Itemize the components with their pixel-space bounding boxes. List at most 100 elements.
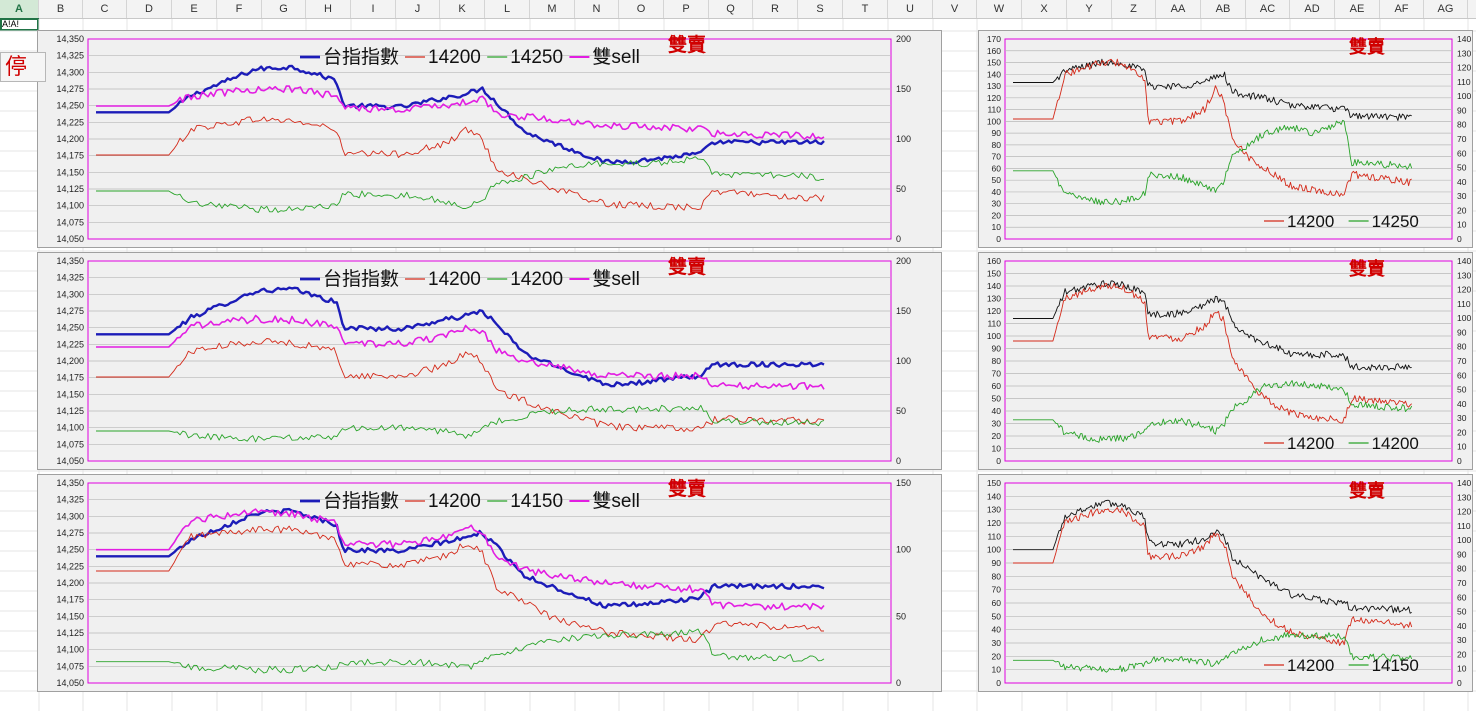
y-left-tick-label: 150 bbox=[987, 58, 1001, 68]
legend-label: 14200 bbox=[1287, 434, 1334, 453]
chart-panel-5[interactable]: 160 150 140 130 120 110 100 90 80 70 60 50 40 30 20 10 0… bbox=[978, 252, 1473, 470]
y-left-tick-label: 140 bbox=[987, 281, 1001, 291]
legend-label: 14250 bbox=[510, 47, 563, 68]
column-header-n[interactable]: N bbox=[575, 0, 619, 18]
column-header-o[interactable]: O bbox=[619, 0, 664, 18]
column-header-b[interactable]: B bbox=[39, 0, 83, 18]
column-header-z[interactable]: Z bbox=[1112, 0, 1156, 18]
chart-panel-2[interactable]: 14,350 14,325 14,300 14,275 14,250 14,225 14,2… bbox=[37, 252, 942, 470]
y-right-tick-label: 130 bbox=[1457, 48, 1471, 58]
y-left-tick-label: 160 bbox=[987, 46, 1001, 56]
y-left-tick-label: 20 bbox=[992, 210, 1002, 220]
y-left-tick-label: 14,075 bbox=[56, 439, 84, 449]
y-right-tick-label: 50 bbox=[1457, 385, 1467, 395]
column-header-x[interactable]: X bbox=[1022, 0, 1067, 18]
column-header-k[interactable]: K bbox=[440, 0, 485, 18]
column-header-h[interactable]: H bbox=[306, 0, 351, 18]
y-left-tick-label: 120 bbox=[987, 518, 1001, 528]
column-header-y[interactable]: Y bbox=[1067, 0, 1112, 18]
series-line-3 bbox=[1013, 380, 1413, 443]
chart-panel-4[interactable]: 170 160 150 140 130 120 110 100 90 80 70 60 50 40 30 20… bbox=[978, 30, 1473, 248]
column-header-aa[interactable]: AA bbox=[1156, 0, 1201, 18]
column-header-t[interactable]: T bbox=[843, 0, 888, 18]
chart-panel-6[interactable]: 150 140 130 120 110 100 90 80 70 60 50 40 30 20 10 0 140… bbox=[978, 474, 1473, 692]
column-header-j[interactable]: J bbox=[396, 0, 440, 18]
y-left-tick-label: 50 bbox=[992, 611, 1002, 621]
y-left-tick-label: 120 bbox=[987, 306, 1001, 316]
y-left-tick-label: 14,325 bbox=[56, 495, 84, 505]
series-line-1 bbox=[1013, 58, 1412, 121]
column-header-a[interactable]: A bbox=[0, 0, 39, 18]
y-right-tick-label: 80 bbox=[1457, 342, 1467, 352]
y-right-tick-label: 140 bbox=[1457, 478, 1471, 488]
y-right-tick-label: 10 bbox=[1457, 442, 1467, 452]
y-right-tick-label: 70 bbox=[1457, 578, 1467, 588]
column-header-f[interactable]: F bbox=[217, 0, 262, 18]
y-left-tick-label: 14,275 bbox=[56, 528, 84, 538]
y-left-tick-label: 14,200 bbox=[56, 578, 84, 588]
column-header-w[interactable]: W bbox=[977, 0, 1022, 18]
column-header-c[interactable]: C bbox=[83, 0, 127, 18]
column-header-ab[interactable]: AB bbox=[1201, 0, 1246, 18]
column-header-e[interactable]: E bbox=[172, 0, 217, 18]
y-right-tick-label: 100 bbox=[896, 134, 911, 144]
y-left-tick-label: 14,175 bbox=[56, 373, 84, 383]
y-right-tick-label: 50 bbox=[1457, 607, 1467, 617]
series-line-4 bbox=[96, 508, 825, 611]
y-right-tick-label: 50 bbox=[896, 406, 906, 416]
y-right-tick-label: 110 bbox=[1457, 77, 1471, 87]
column-header-g[interactable]: G bbox=[262, 0, 306, 18]
column-header-r[interactable]: R bbox=[753, 0, 798, 18]
y-left-tick-label: 14,075 bbox=[56, 661, 84, 671]
y-right-tick-label: 80 bbox=[1457, 120, 1467, 130]
y-left-tick-label: 14,300 bbox=[56, 511, 84, 521]
column-header-p[interactable]: P bbox=[664, 0, 709, 18]
cell-a1[interactable]: A!A! bbox=[0, 18, 39, 31]
chart-panel-3[interactable]: 14,350 14,325 14,300 14,275 14,250 14,225 14,2… bbox=[37, 474, 942, 692]
y-left-tick-label: 14,175 bbox=[56, 151, 84, 161]
y-right-tick-label: 0 bbox=[1457, 234, 1462, 244]
y-left-tick-label: 14,100 bbox=[56, 201, 84, 211]
y-right-tick-label: 100 bbox=[896, 545, 911, 555]
y-left-tick-label: 10 bbox=[992, 665, 1002, 675]
legend-label: 14200 bbox=[428, 47, 481, 68]
series-line-2 bbox=[1013, 58, 1412, 197]
chart-6: 1501401301201101009080706050403020100140… bbox=[987, 478, 1472, 688]
y-left-tick-label: 130 bbox=[987, 505, 1001, 515]
column-header-ag[interactable]: AG bbox=[1424, 0, 1468, 18]
y-left-tick-label: 30 bbox=[992, 419, 1002, 429]
y-right-tick-label: 100 bbox=[896, 356, 911, 366]
y-left-tick-label: 14,150 bbox=[56, 167, 84, 177]
chart-panel-1[interactable]: 14,350 14,325 14,300 14,275 14,250 14,225 14,2… bbox=[37, 30, 942, 248]
legend-label: 14200 bbox=[510, 269, 563, 290]
column-header-d[interactable]: D bbox=[127, 0, 172, 18]
y-left-tick-label: 80 bbox=[992, 571, 1002, 581]
stop-button[interactable]: 停 bbox=[0, 52, 46, 82]
column-header-s[interactable]: S bbox=[798, 0, 843, 18]
column-header-u[interactable]: U bbox=[888, 0, 933, 18]
chart-title: 雙賣 bbox=[668, 33, 707, 56]
y-left-tick-label: 70 bbox=[992, 585, 1002, 595]
y-right-tick-label: 110 bbox=[1457, 299, 1471, 309]
y-left-tick-label: 60 bbox=[992, 598, 1002, 608]
series-line-4 bbox=[96, 85, 825, 140]
chart-3: 14,350 14,325 14,300 14,275 14,250 14,225 14,2… bbox=[56, 477, 911, 688]
column-header-m[interactable]: M bbox=[530, 0, 575, 18]
column-header-i[interactable]: I bbox=[351, 0, 396, 18]
y-left-tick-label: 10 bbox=[992, 222, 1002, 232]
column-header-l[interactable]: L bbox=[485, 0, 530, 18]
column-header-ad[interactable]: AD bbox=[1290, 0, 1335, 18]
y-left-tick-label: 80 bbox=[992, 140, 1002, 150]
y-left-tick-label: 40 bbox=[992, 187, 1002, 197]
column-header-af[interactable]: AF bbox=[1380, 0, 1424, 18]
y-left-tick-label: 50 bbox=[992, 175, 1002, 185]
y-left-tick-label: 90 bbox=[992, 128, 1002, 138]
y-right-tick-label: 50 bbox=[1457, 163, 1467, 173]
column-header-v[interactable]: V bbox=[933, 0, 977, 18]
column-header-ae[interactable]: AE bbox=[1335, 0, 1380, 18]
column-header-q[interactable]: Q bbox=[709, 0, 753, 18]
column-header-ac[interactable]: AC bbox=[1246, 0, 1290, 18]
series-line-1 bbox=[96, 64, 825, 165]
y-left-tick-label: 20 bbox=[992, 431, 1002, 441]
y-left-tick-label: 14,050 bbox=[56, 456, 84, 466]
